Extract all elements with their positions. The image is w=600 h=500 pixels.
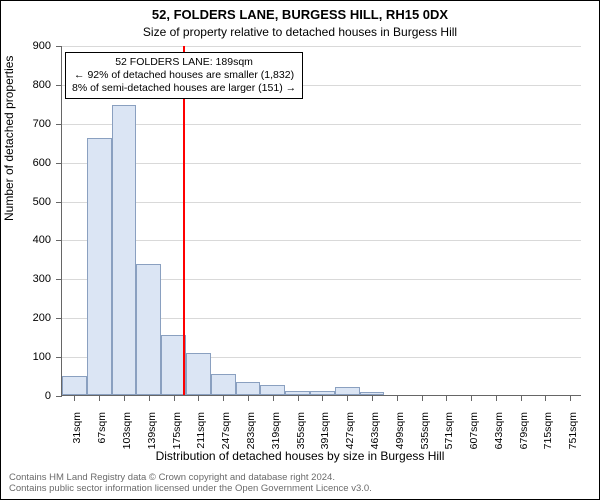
x-tick [223,395,224,401]
chart-subtitle: Size of property relative to detached ho… [1,25,599,39]
y-tick-label: 800 [1,79,51,91]
y-tick [56,46,62,47]
footer-attribution: Contains HM Land Registry data © Crown c… [9,473,372,495]
y-tick-label: 0 [1,390,51,402]
y-tick [56,396,62,397]
y-tick [56,318,62,319]
histogram-bar [211,374,236,395]
chart-title: 52, FOLDERS LANE, BURGESS HILL, RH15 0DX [1,7,599,22]
annotation-box: 52 FOLDERS LANE: 189sqm ← 92% of detache… [65,52,303,99]
y-tick-label: 100 [1,351,51,363]
grid-line [62,202,581,203]
x-tick [496,395,497,401]
y-tick-label: 900 [1,40,51,52]
annotation-line-2: ← 92% of detached houses are smaller (1,… [72,69,296,82]
x-tick [521,395,522,401]
histogram-bar [260,385,285,396]
y-tick-label: 500 [1,196,51,208]
histogram-bar [87,138,112,395]
x-tick [198,395,199,401]
histogram-bar [112,105,137,395]
y-tick [56,163,62,164]
x-tick [570,395,571,401]
y-tick [56,85,62,86]
x-tick [422,395,423,401]
x-tick [298,395,299,401]
y-tick [56,357,62,358]
x-tick [99,395,100,401]
y-tick-label: 600 [1,157,51,169]
x-tick [446,395,447,401]
x-tick [149,395,150,401]
x-tick [174,395,175,401]
grid-line [62,46,581,47]
annotation-line-3: 8% of semi-detached houses are larger (1… [72,82,296,95]
y-tick-label: 400 [1,234,51,246]
x-tick [74,395,75,401]
y-tick [56,240,62,241]
y-tick [56,124,62,125]
histogram-bar [186,353,211,395]
y-tick-label: 200 [1,312,51,324]
x-tick [545,395,546,401]
x-tick [372,395,373,401]
annotation-line-1: 52 FOLDERS LANE: 189sqm [72,56,296,69]
y-tick [56,202,62,203]
grid-line [62,240,581,241]
histogram-bar [62,376,87,395]
x-tick [124,395,125,401]
x-tick [248,395,249,401]
chart-container: 52, FOLDERS LANE, BURGESS HILL, RH15 0DX… [0,0,600,500]
grid-line [62,163,581,164]
x-tick [322,395,323,401]
x-axis-title: Distribution of detached houses by size … [1,449,599,463]
y-tick [56,279,62,280]
y-tick-label: 700 [1,118,51,130]
histogram-bar [335,387,360,395]
grid-line [62,124,581,125]
footer-line-2: Contains public sector information licen… [9,484,372,495]
histogram-bar [136,264,161,395]
x-tick [397,395,398,401]
x-tick [347,395,348,401]
x-tick [471,395,472,401]
histogram-bar [236,382,261,395]
x-tick [273,395,274,401]
y-tick-label: 300 [1,273,51,285]
